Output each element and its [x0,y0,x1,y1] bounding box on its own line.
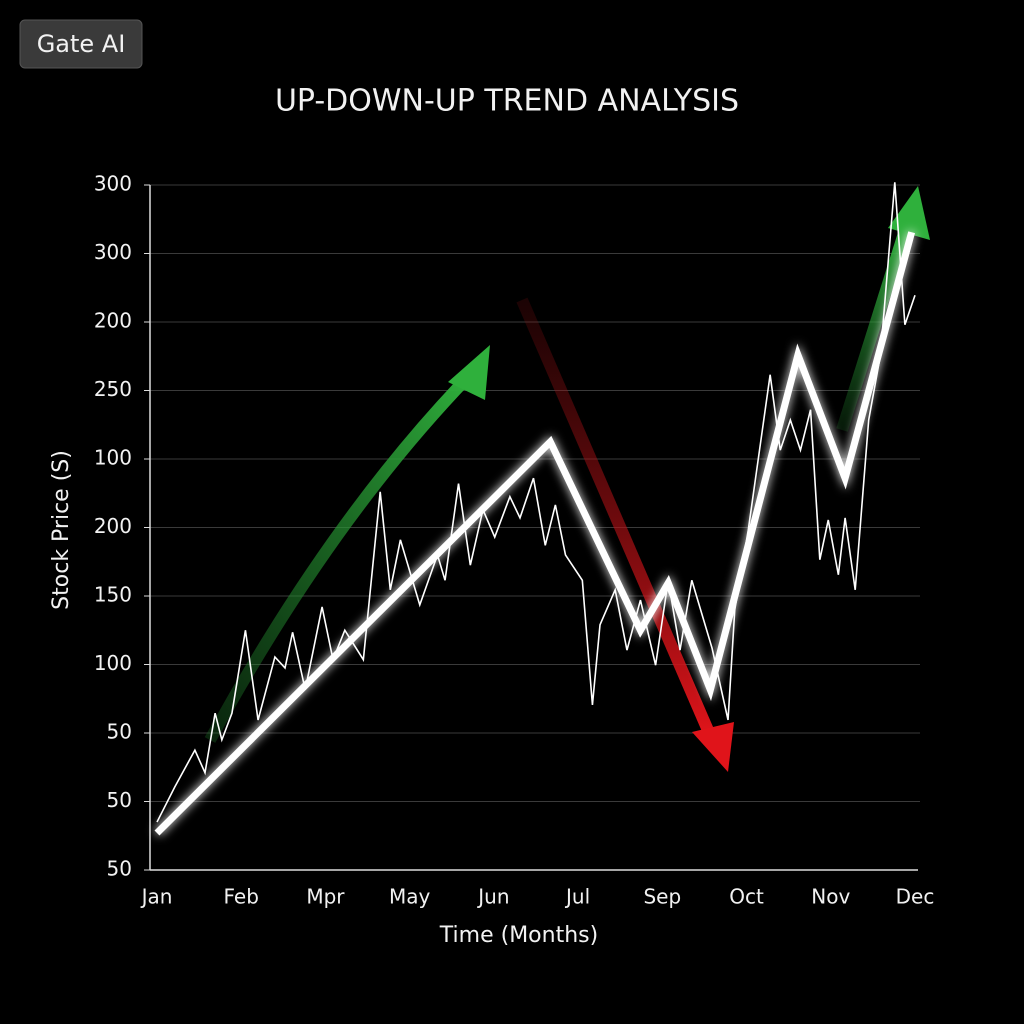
y-tick-label: 50 [107,857,132,881]
y-tick-label: 300 [94,172,132,196]
x-tick-label: Jul [564,885,590,909]
x-tick-label: Oct [729,885,764,909]
chart-title: UP-DOWN-UP TREND ANALYSIS [275,84,739,119]
x-tick-label: Mpr [306,885,345,909]
y-tick-label: 100 [94,651,132,675]
y-tick-label: 300 [94,240,132,264]
x-tick-label: Jan [140,885,173,909]
y-tick-label: 50 [107,788,132,812]
y-tick-label: 250 [94,377,132,401]
x-tick-label: Jun [476,885,509,909]
x-tick-label: Dec [896,885,935,909]
up-arrow [204,370,475,743]
up-arrow-2 [836,228,911,432]
down-arrow [516,297,716,738]
y-tick-label: 100 [94,446,132,470]
up-arrow-head [448,345,490,400]
x-tick-label: May [389,885,431,909]
app-button-label[interactable]: Gate AI [37,30,126,58]
x-tick-label: Feb [224,885,259,909]
y-tick-label: 200 [94,309,132,333]
trend-line [154,231,916,836]
y-tick-label: 150 [94,583,132,607]
price-line [156,182,916,823]
x-tick-label: Sep [643,885,681,909]
y-tick-label: 200 [94,514,132,538]
y-axis-label: Stock Price (S) [49,450,74,610]
down-arrow-head [692,722,734,772]
y-tick-label: 50 [107,720,132,744]
app-button[interactable] [19,19,143,69]
x-axis-label: Time (Months) [439,923,598,948]
x-tick-label: Nov [811,885,850,909]
